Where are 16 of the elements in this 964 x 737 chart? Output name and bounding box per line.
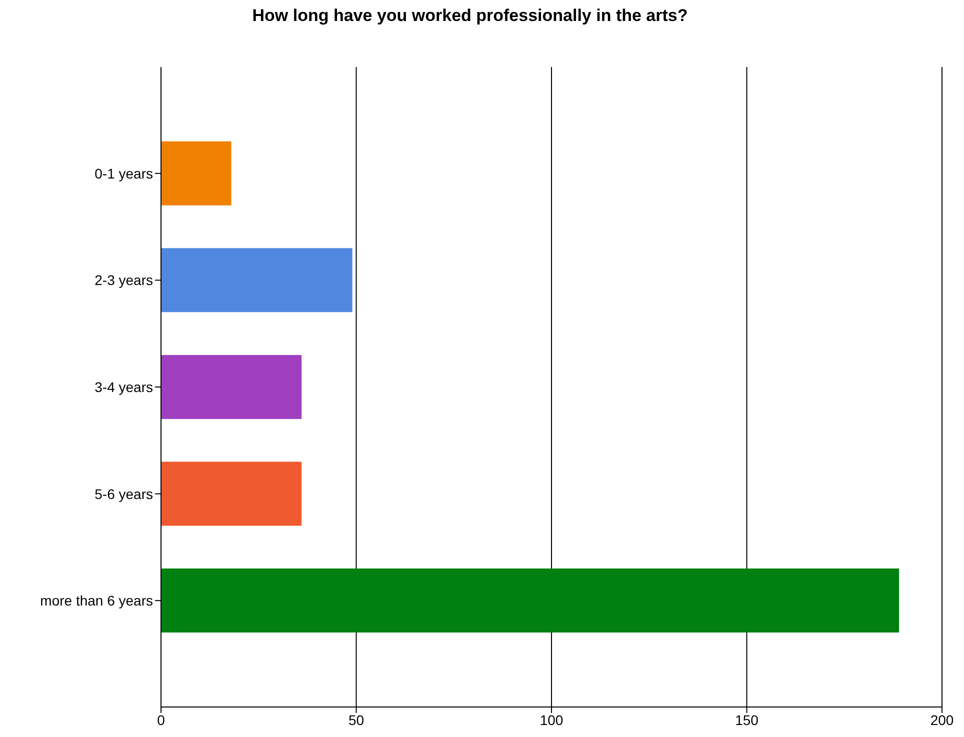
y-tick-label: 0-1 years [94, 165, 153, 182]
x-tick-label: 100 [540, 712, 564, 728]
bar [161, 462, 302, 526]
x-tick-label: 200 [930, 712, 954, 728]
bar [161, 248, 352, 312]
x-tick-label: 50 [348, 712, 364, 728]
bar [161, 354, 302, 419]
y-tick-label: more than 6 years [40, 592, 153, 609]
y-tick-label: 5-6 years [94, 486, 153, 502]
y-tick-label: 2-3 years [94, 272, 153, 288]
chart-title: How long have you worked professionally in the arts? [251, 6, 689, 26]
bar [161, 141, 232, 206]
x-tick-label: 150 [735, 712, 759, 728]
y-tick-label: 3-4 years [94, 378, 153, 395]
x-tick-label: 0 [157, 712, 166, 728]
bar [161, 568, 900, 633]
